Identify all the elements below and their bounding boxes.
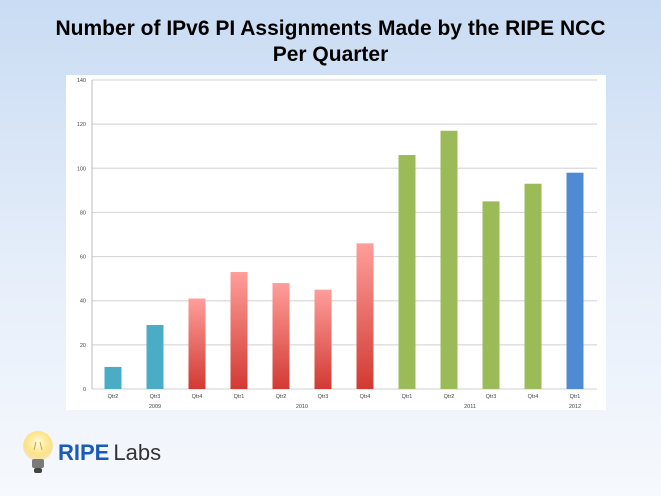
bar-chart: 0 20 40 60 80 100 120 140 Qtr2 Qtr3 Qtr4 Qtr1 Qtr2 Qt… — [77, 78, 597, 410]
x-tick-label: Qtr1 — [570, 394, 581, 400]
year-label: 2010 — [296, 404, 308, 410]
y-tick-label: 120 — [77, 122, 86, 128]
x-tick-label: Qtr1 — [234, 394, 245, 400]
bar — [188, 298, 206, 389]
chart-area: 0 20 40 60 80 100 120 140 Qtr2 Qtr3 Qtr4 Qtr1 Qtr2 Qt… — [66, 75, 606, 410]
bar — [482, 201, 500, 389]
x-tick-label: Qtr2 — [108, 394, 119, 400]
lightbulb-icon — [23, 431, 53, 473]
bar — [566, 172, 584, 389]
bar — [272, 283, 290, 389]
y-tick-label: 80 — [80, 210, 86, 216]
x-tick-label: Qtr4 — [192, 394, 203, 400]
title-line-1: Number of IPv6 PI Assignments Made by th… — [55, 17, 606, 40]
chart-title: Number of IPv6 PI Assignments Made by th… — [0, 16, 661, 68]
bar — [440, 130, 458, 389]
logo-ripe-text: RIPE — [58, 440, 110, 465]
year-label: 2012 — [569, 404, 581, 410]
x-tick-label: Qtr1 — [402, 394, 413, 400]
year-label: 2009 — [149, 404, 161, 410]
x-tick-label: Qtr4 — [528, 394, 539, 400]
x-tick-label: Qtr4 — [360, 394, 371, 400]
bar — [398, 155, 416, 389]
year-label: 2011 — [464, 404, 476, 410]
logo-labs-text: Labs — [113, 440, 162, 465]
bar — [356, 243, 374, 389]
bar — [230, 272, 248, 389]
x-tick-label: Qtr2 — [276, 394, 287, 400]
x-tick-label: Qtr3 — [318, 394, 329, 400]
y-tick-label: 40 — [80, 299, 86, 305]
x-tick-label: Qtr3 — [486, 394, 497, 400]
title-line-2: Per Quarter — [272, 43, 389, 66]
x-tick-label: Qtr3 — [150, 394, 161, 400]
y-tick-label: 140 — [77, 78, 86, 84]
y-tick-label: 100 — [77, 166, 86, 172]
y-tick-label: 20 — [80, 343, 86, 349]
y-tick-label: 0 — [83, 387, 86, 393]
bar — [524, 183, 542, 389]
bar — [314, 289, 332, 389]
bar — [146, 324, 164, 389]
bar — [104, 366, 122, 389]
x-tick-label: Qtr2 — [444, 394, 455, 400]
ripe-labs-logo: RIPE Labs — [22, 430, 192, 478]
y-tick-label: 60 — [80, 255, 86, 261]
